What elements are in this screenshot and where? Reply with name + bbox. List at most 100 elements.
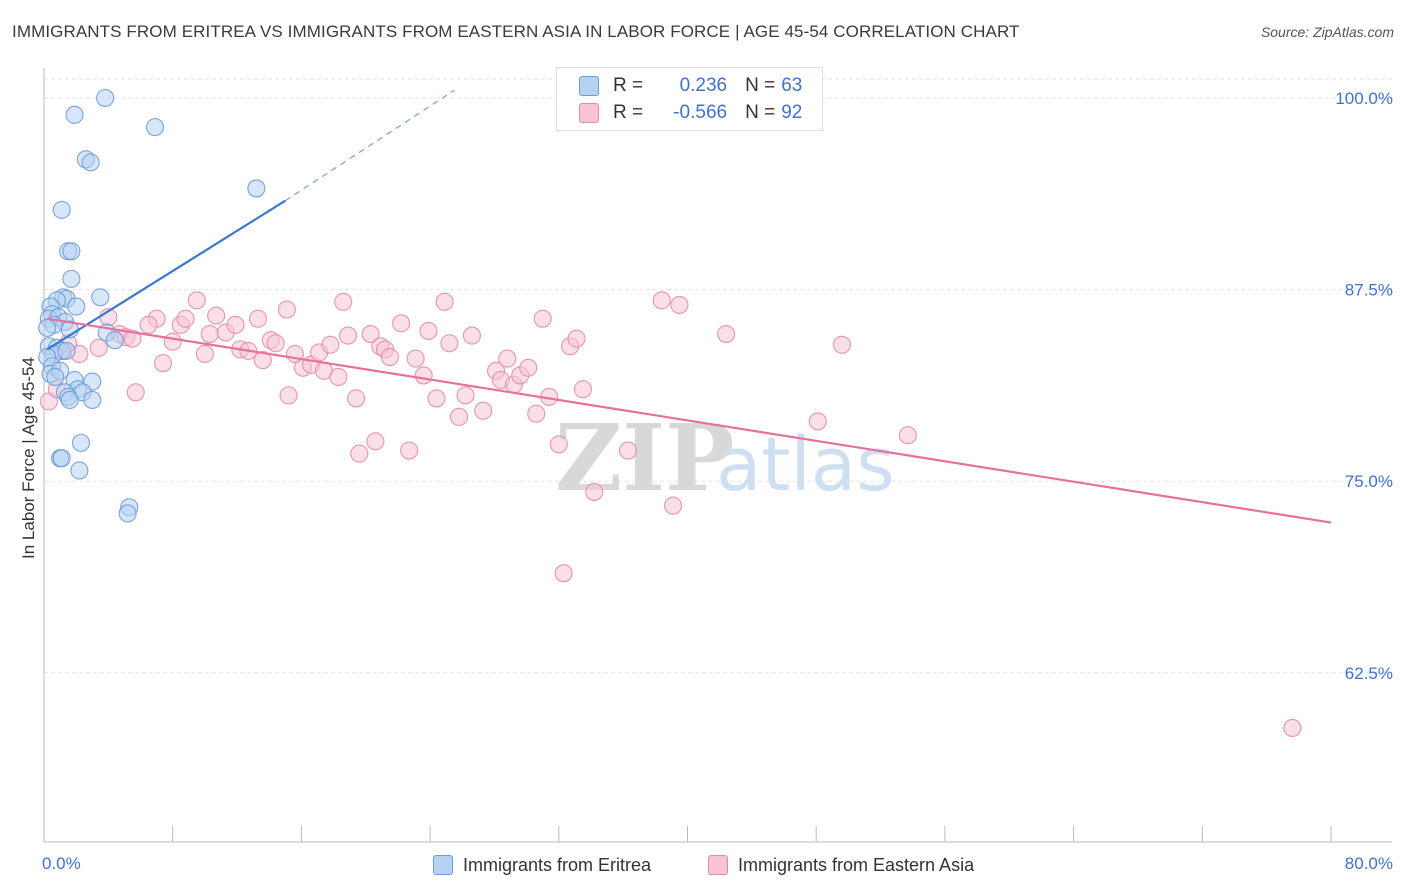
point-eritrea [70,461,89,480]
point-eritrea [67,297,86,316]
point-eastern-asia [334,292,353,311]
point-eritrea [52,200,71,219]
point-eastern-asia [176,309,195,328]
point-eastern-asia [808,412,827,431]
point-eastern-asia [474,401,493,420]
trend-line-eastern-asia [47,317,1332,524]
point-eastern-asia [392,314,411,333]
bottom-legend-swatch-pink [708,855,728,875]
point-eritrea [83,390,102,410]
legend-n-label: N = [745,102,776,123]
point-eastern-asia [1283,718,1302,738]
point-eastern-asia [89,338,108,357]
point-eastern-asia [253,351,272,370]
point-eastern-asia [350,444,369,463]
point-eastern-asia [366,432,385,451]
point-eastern-asia [153,354,173,373]
point-eastern-asia [187,291,206,310]
point-eritrea [65,105,84,124]
point-eastern-asia [440,334,459,353]
point-eastern-asia [419,321,438,341]
point-eastern-asia [200,325,219,344]
point-eastern-asia [456,386,475,405]
point-eastern-asia [832,335,851,354]
x-tick-label-min: 0.0% [42,854,81,873]
y-tick-label: 100.0% [1335,89,1393,108]
point-eastern-asia [123,329,142,348]
legend-r-label: R = [613,102,644,123]
y-axis-title: In Labor Force | Age 45-54 [19,357,38,559]
legend-swatch-pink [579,103,599,123]
series-eastern-asia-points [39,291,1302,738]
point-eastern-asia [585,482,604,501]
point-eastern-asia [329,367,348,387]
point-eritrea [96,88,115,108]
point-eastern-asia [573,380,592,399]
trend-lines [46,89,1332,524]
point-eastern-asia [519,358,538,377]
legend-n-label: N = [745,75,776,96]
point-eastern-asia [414,366,433,385]
point-eastern-asia [498,349,517,368]
bottom-legend-eritrea: Immigrants from Eritrea [433,852,651,878]
point-eastern-asia [663,496,683,515]
legend-n-value: 63 [781,75,803,96]
point-eastern-asia [248,309,268,328]
grid-lines [44,78,1392,674]
point-eastern-asia [652,291,671,310]
bottom-legend-label: Immigrants from Eritrea [463,854,652,875]
point-eritrea [52,449,71,468]
point-eritrea [81,153,100,172]
correlation-legend: R = 0.236 N = 63 R = -0.566 N = 92 [556,67,823,131]
bottom-legend-swatch-blue [433,855,453,875]
legend-r-value: -0.566 [673,102,728,123]
chart-title: IMMIGRANTS FROM ERITREA VS IMMIGRANTS FR… [12,22,1020,41]
chart-source: Source: ZipAtlas.com [1260,24,1394,40]
point-eastern-asia [361,325,380,344]
point-eastern-asia [670,295,689,314]
point-eritrea [60,390,79,410]
trend-line-eritrea-extension [284,89,455,202]
point-eritrea [38,318,57,337]
axes [43,68,1392,843]
y-tick-label: 75.0% [1345,472,1393,491]
point-eastern-asia [266,334,285,353]
point-eastern-asia [554,564,573,583]
legend-n-value: 92 [781,102,803,123]
point-eastern-asia [207,306,226,325]
point-eastern-asia [717,325,736,344]
y-tick-label: 87.5% [1345,281,1393,300]
point-eastern-asia [567,329,586,348]
y-tick-label: 62.5% [1345,664,1393,683]
point-eastern-asia [406,349,425,368]
point-eastern-asia [195,344,214,364]
point-eritrea [46,367,65,387]
bottom-legend-eastern-asia: Immigrants from Eastern Asia [708,852,974,878]
point-eritrea [62,242,81,261]
point-eastern-asia [126,383,145,402]
point-eritrea [118,504,137,523]
point-eastern-asia [400,441,419,460]
trend-line-eritrea [46,199,286,351]
point-eastern-asia [527,404,546,423]
legend-swatch-blue [579,76,599,96]
point-eritrea [71,433,91,452]
series-eritrea-points [38,88,266,523]
bottom-legend-label: Immigrants from Eastern Asia [738,854,975,875]
tick-labels: 62.5% 75.0% 87.5% 100.0% 0.0% 80.0% [42,89,1393,873]
point-eastern-asia [450,407,469,426]
point-eritrea [145,118,165,137]
point-eastern-asia [462,326,481,345]
legend-row-eritrea: R = 0.236 N = 63 [579,73,802,99]
point-eastern-asia [279,386,298,405]
point-eastern-asia [533,309,552,328]
point-eastern-asia [339,326,358,345]
watermark-atlas: atlas [716,422,895,508]
point-eastern-asia [380,347,399,367]
watermark-zip: ZIP [555,404,734,512]
point-eastern-asia [163,332,182,351]
point-eastern-asia [321,335,340,354]
point-eritrea [57,341,76,360]
point-eastern-asia [427,389,446,408]
